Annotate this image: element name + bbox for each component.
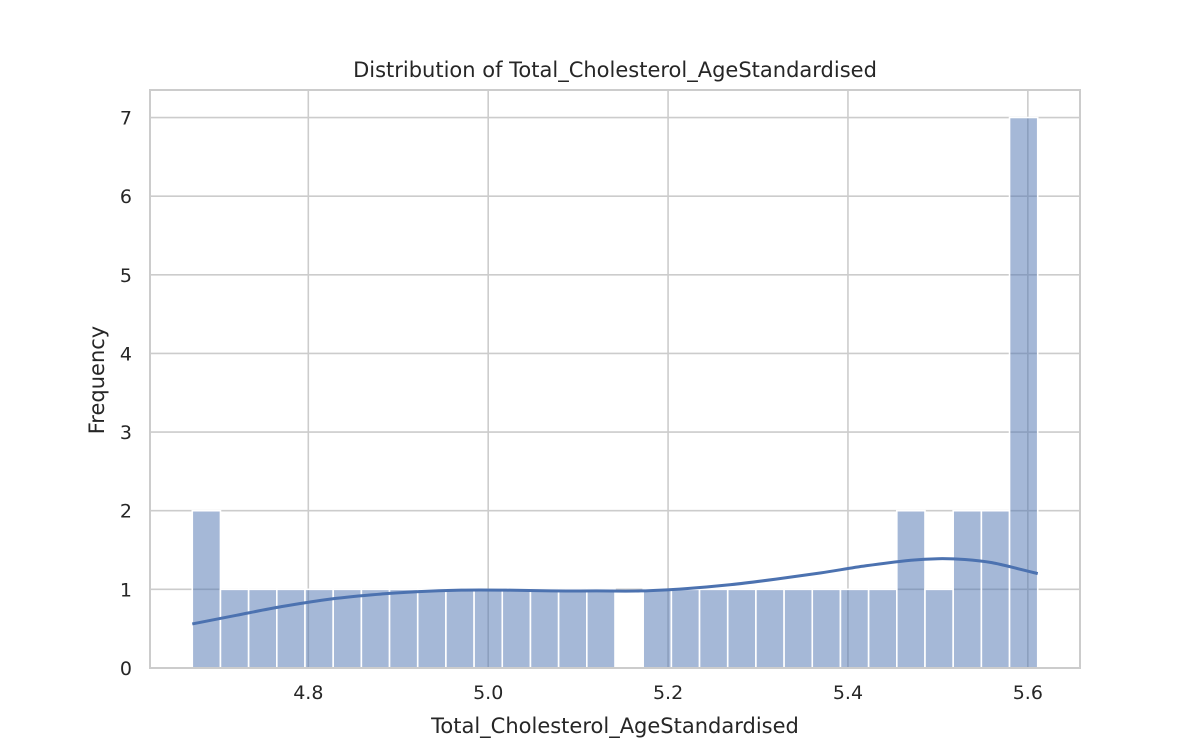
y-tick-label: 4 xyxy=(120,343,132,365)
histogram-bar xyxy=(473,588,504,669)
histogram-bar xyxy=(360,588,391,669)
histogram-bar xyxy=(219,588,250,669)
histogram-bar xyxy=(811,588,842,669)
histogram-bar xyxy=(670,588,701,669)
histogram-bar xyxy=(783,588,814,669)
histogram-bar xyxy=(952,509,983,669)
x-tick-label: 5.4 xyxy=(833,682,863,704)
histogram-bar xyxy=(867,588,898,669)
histogram-bar xyxy=(726,588,757,669)
y-tick-label: 1 xyxy=(120,579,132,601)
x-axis-label: Total_Cholesterol_AgeStandardised xyxy=(430,714,799,739)
histogram-bar xyxy=(1008,116,1039,669)
histogram-bar xyxy=(276,588,306,669)
y-tick-label: 2 xyxy=(120,501,132,523)
x-tick-label: 5.2 xyxy=(653,682,683,704)
kde-density-line xyxy=(191,557,1039,626)
histogram-bar xyxy=(755,588,785,669)
plot-frame xyxy=(149,89,1081,669)
y-tick-label: 6 xyxy=(120,186,132,208)
y-ticks: 0 1 2 3 4 5 6 7 xyxy=(120,108,132,680)
histogram-bar xyxy=(445,588,475,669)
histogram-bar xyxy=(332,588,363,669)
histogram-bar xyxy=(529,588,560,669)
histogram-bar xyxy=(557,588,588,669)
histogram-bar xyxy=(839,588,870,669)
x-ticks: 4.8 5.0 5.2 5.4 5.6 xyxy=(293,682,1043,704)
histogram-bar xyxy=(416,588,447,669)
histogram-bar xyxy=(924,588,954,669)
x-tick-label: 5.0 xyxy=(473,682,503,704)
histogram-bar xyxy=(501,588,532,669)
histogram-bar xyxy=(586,588,616,669)
histogram-bar xyxy=(388,588,419,669)
bars-layer xyxy=(191,116,1039,669)
x-tick-label: 5.6 xyxy=(1013,682,1043,704)
histogram-bar xyxy=(247,588,278,669)
y-tick-label: 7 xyxy=(120,108,132,130)
chart-title: Distribution of Total_Cholesterol_AgeSta… xyxy=(353,58,877,83)
histogram-bar xyxy=(642,588,673,669)
grid-layer xyxy=(150,90,1080,669)
y-tick-label: 0 xyxy=(120,658,132,680)
histogram-bar xyxy=(896,509,926,669)
histogram-bar xyxy=(698,588,729,669)
histogram-bar xyxy=(191,509,222,669)
x-tick-label: 4.8 xyxy=(293,682,323,704)
y-axis-label: Frequency xyxy=(85,326,109,435)
y-tick-label: 3 xyxy=(120,422,132,444)
y-tick-label: 5 xyxy=(120,265,132,287)
histogram-bar xyxy=(980,509,1011,669)
